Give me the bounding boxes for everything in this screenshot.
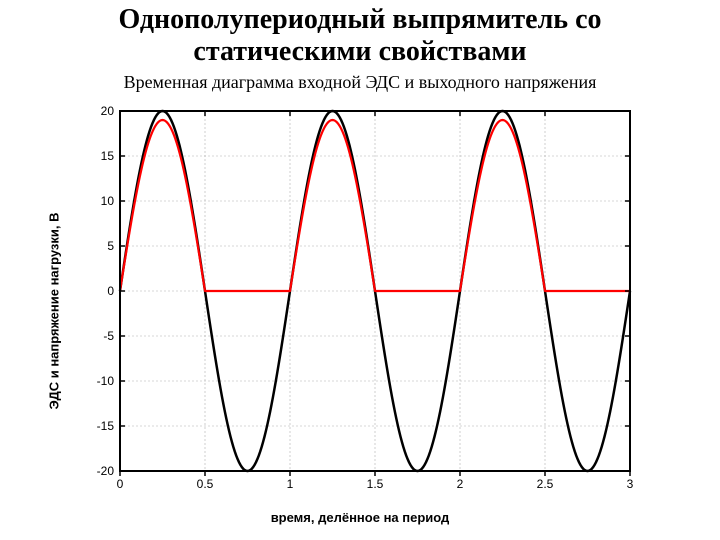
page-subtitle: Временная диаграмма входной ЭДС и выходн…: [0, 72, 720, 93]
y-tick-label: -15: [97, 419, 115, 433]
y-tick-label: -10: [97, 374, 115, 388]
x-tick-label: 3: [627, 477, 634, 491]
y-tick-label: 15: [101, 149, 115, 163]
y-axis-label: ЭДС и напряжение нагрузки, В: [47, 213, 62, 410]
x-tick-label: 1.5: [367, 477, 384, 491]
y-tick-label: -5: [103, 329, 114, 343]
x-tick-label: 2.5: [537, 477, 554, 491]
y-tick-label: 10: [101, 194, 115, 208]
title-line-1: Однополупериодный выпрямитель со: [118, 4, 601, 35]
x-tick-label: 0.5: [197, 477, 214, 491]
x-tick-label: 2: [457, 477, 464, 491]
x-axis-label: время, делённое на период: [271, 510, 450, 525]
page-title: Однополупериодный выпрямитель со статиче…: [0, 0, 720, 68]
y-tick-label: 0: [107, 284, 114, 298]
y-tick-label: 5: [107, 239, 114, 253]
chart-container: ЭДС и напряжение нагрузки, В 00.511.522.…: [60, 101, 660, 521]
title-line-2: статическими свойствами: [193, 36, 526, 67]
y-tick-label: 20: [101, 104, 115, 118]
x-tick-label: 0: [117, 477, 124, 491]
x-tick-label: 1: [287, 477, 294, 491]
waveform-chart: 0 0.5 1 1.5 2 2.5 3 -20 -15 -10 -5 0 5 10 15 20: [60, 101, 660, 501]
y-tick-label: -20: [97, 464, 115, 478]
